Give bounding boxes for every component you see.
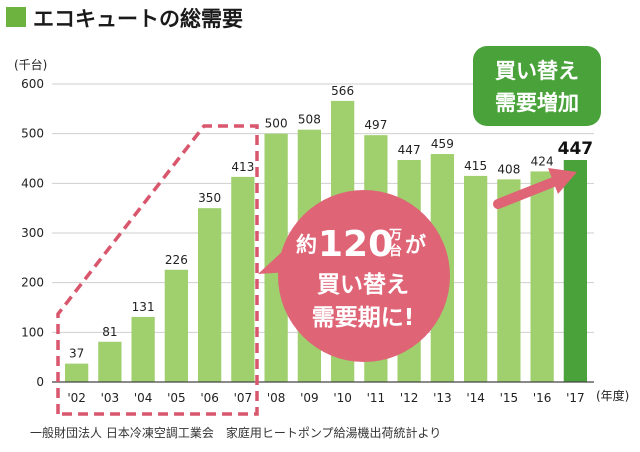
bubble-unit-top: 万: [388, 228, 402, 243]
bubble-prefix: 約: [296, 233, 317, 257]
bar-value-label: 131: [132, 300, 155, 314]
y-tick-label: 0: [36, 375, 44, 389]
bubble-circle: [278, 190, 450, 362]
x-tick-label: '15: [500, 391, 519, 405]
x-axis-ticks: '02 '03 '04 '05 '06 '07 '08 '09 '10 '11 '12 '13 '14 '…: [67, 391, 584, 405]
demand-increase-callout: 買い替え 需要増加: [473, 46, 601, 126]
x-tick-label: '10: [333, 391, 352, 405]
bar-value-label: 424: [531, 154, 554, 168]
x-tick-label: '08: [267, 391, 286, 405]
bar-value-label: 81: [102, 325, 117, 339]
bar: [164, 269, 189, 382]
y-axis-unit: (千台): [14, 57, 47, 72]
bar-value-label: 566: [331, 84, 354, 98]
bar-value-label: 226: [165, 253, 188, 267]
bubble-unit-bottom: 台: [389, 243, 402, 259]
bubble-number: 120: [318, 224, 393, 265]
bar-value-label: 350: [198, 191, 221, 205]
bar: [131, 316, 155, 382]
y-axis-ticks: 0 100 200 300 400 500 600: [21, 77, 44, 389]
x-axis-unit: (年度): [596, 388, 629, 403]
dashed-highlight-box: [56, 124, 259, 416]
green-callout-line1: 買い替え: [495, 59, 579, 83]
y-tick-label: 600: [21, 77, 44, 91]
y-tick-label: 500: [21, 127, 44, 141]
bar: [231, 176, 255, 382]
replacement-callout: 約 120 万 台 が 買い替え 需要期に!: [258, 190, 450, 362]
x-tick-label: '04: [134, 391, 153, 405]
x-tick-label: '11: [367, 391, 386, 405]
bar: [463, 175, 488, 382]
bar: [98, 341, 122, 382]
y-tick-label: 200: [21, 276, 44, 290]
x-tick-label: '02: [67, 391, 86, 405]
source-note: 一般財団法人 日本冷凍空調工業会 家庭用ヒートポンプ給湯機出荷統計より: [30, 425, 441, 440]
bar-value-label: 447: [398, 143, 421, 157]
y-tick-label: 300: [21, 226, 44, 240]
bubble-line3: 需要期に!: [312, 305, 415, 331]
data-labels: 37 81 131 226 350 413 500 508 566 497 447 459 415 408…: [69, 84, 593, 361]
bar-value-label: 413: [231, 160, 254, 174]
x-tick-label: '14: [466, 391, 485, 405]
arrow-shaft: [493, 176, 561, 209]
bubble-suffix: が: [405, 233, 426, 257]
x-tick-label: '05: [167, 391, 186, 405]
x-tick-label: '03: [101, 391, 120, 405]
bar-value-label: 508: [298, 113, 321, 127]
bar-value-label: 447: [558, 139, 594, 159]
bar: [197, 208, 222, 382]
x-tick-label: '16: [533, 391, 552, 405]
y-tick-label: 400: [21, 176, 44, 190]
title-square-icon: [6, 7, 26, 27]
green-callout-line2: 需要増加: [495, 91, 579, 115]
chart-title: エコキュートの総需要: [33, 7, 243, 31]
bar-value-label: 500: [265, 117, 288, 131]
bar: [563, 159, 588, 382]
y-tick-label: 100: [21, 325, 44, 339]
x-tick-label: '12: [400, 391, 419, 405]
bar-value-label: 497: [364, 118, 387, 132]
bar: [497, 179, 521, 382]
x-tick-label: '06: [200, 391, 219, 405]
green-callout-box: [473, 46, 601, 126]
bar: [530, 171, 554, 382]
bubble-line2: 買い替え: [317, 272, 409, 298]
bar-value-label: 37: [69, 347, 84, 361]
bar-value-label: 408: [497, 162, 520, 176]
bar: [64, 363, 89, 382]
arrow-icon: [493, 168, 577, 209]
x-tick-label: '09: [300, 391, 319, 405]
bar-value-label: 415: [464, 159, 487, 173]
x-tick-label: '13: [433, 391, 452, 405]
bar-value-label: 459: [431, 137, 454, 151]
x-tick-label: '07: [234, 391, 253, 405]
x-tick-label: '17: [566, 391, 585, 405]
arrow-head: [548, 168, 577, 194]
